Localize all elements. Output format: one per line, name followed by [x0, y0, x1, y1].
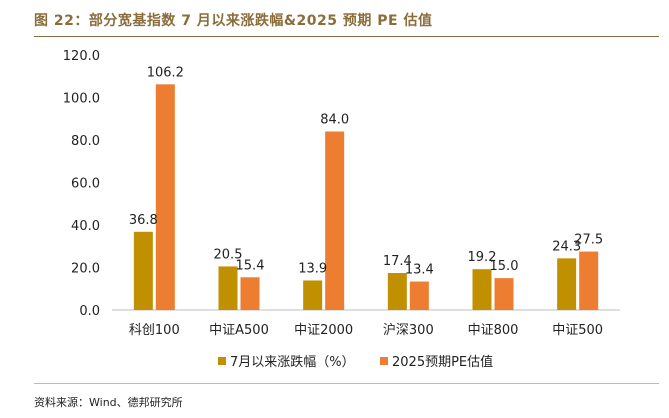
title-rule — [34, 36, 659, 37]
data-label: 19.2 — [468, 250, 497, 265]
data-label: 106.2 — [147, 65, 184, 80]
data-label: 84.0 — [320, 113, 349, 128]
y-tick-label: 120.0 — [63, 49, 100, 64]
x-tick-label: 中证800 — [468, 323, 519, 338]
bar-change-4 — [472, 269, 492, 310]
x-axis: 科创100 中证A500 中证2000 沪深300 中证800 中证500 — [129, 322, 603, 338]
bar-pe-5 — [579, 251, 599, 310]
bar-change-5 — [557, 258, 577, 310]
bar-pe-2 — [325, 131, 345, 310]
bar-change-3 — [387, 273, 407, 310]
legend-label: 7月以来涨跌幅（%） — [230, 354, 355, 370]
source-note: 资料来源：Wind、德邦研究所 — [34, 396, 183, 409]
footer-rule — [34, 383, 659, 384]
data-label: 13.4 — [405, 263, 434, 278]
y-tick-label: 40.0 — [71, 219, 100, 234]
bar-change-1 — [218, 266, 238, 310]
bar-change-2 — [303, 280, 323, 310]
data-label: 24.3 — [552, 239, 581, 254]
bar-change-0 — [133, 231, 153, 310]
bar-pe-0 — [155, 84, 175, 310]
data-label: 20.5 — [214, 247, 243, 262]
bar-pe-4 — [494, 278, 514, 310]
x-tick-label: 中证A500 — [209, 323, 269, 338]
y-tick-label: 20.0 — [71, 262, 100, 277]
figure-title: 图 22：部分宽基指数 7 月以来涨跌幅&2025 预期 PE 估值 — [34, 13, 433, 29]
x-tick-label: 中证2000 — [294, 323, 353, 338]
x-tick-label: 中证500 — [552, 323, 603, 338]
y-tick-label: 0.0 — [79, 304, 100, 319]
data-label: 15.0 — [490, 259, 519, 274]
data-label: 13.9 — [298, 261, 327, 276]
y-axis: 0.0 20.0 40.0 60.0 80.0 100.0 120.0 — [63, 49, 100, 319]
x-tick-label: 沪深300 — [383, 322, 434, 338]
bar-pe-3 — [409, 281, 429, 310]
legend: 7月以来涨跌幅（%） 2025预期PE估值 — [218, 354, 493, 370]
bar-pe-1 — [240, 277, 260, 310]
legend-label: 2025预期PE估值 — [392, 354, 493, 370]
data-label: 36.8 — [129, 213, 158, 228]
legend-swatch — [218, 357, 226, 365]
legend-swatch — [380, 357, 388, 365]
data-label: 27.5 — [574, 233, 603, 248]
y-tick-label: 80.0 — [71, 134, 100, 149]
value-labels: 36.8 106.2 20.515.4 13.9 84.0 17.413.4 19.215.… — [129, 65, 603, 277]
y-tick-label: 100.0 — [63, 92, 100, 107]
data-label: 17.4 — [383, 254, 412, 269]
x-tick-label: 科创100 — [129, 323, 180, 338]
y-tick-label: 60.0 — [71, 177, 100, 192]
bars — [133, 84, 599, 310]
data-label: 15.4 — [236, 258, 265, 273]
